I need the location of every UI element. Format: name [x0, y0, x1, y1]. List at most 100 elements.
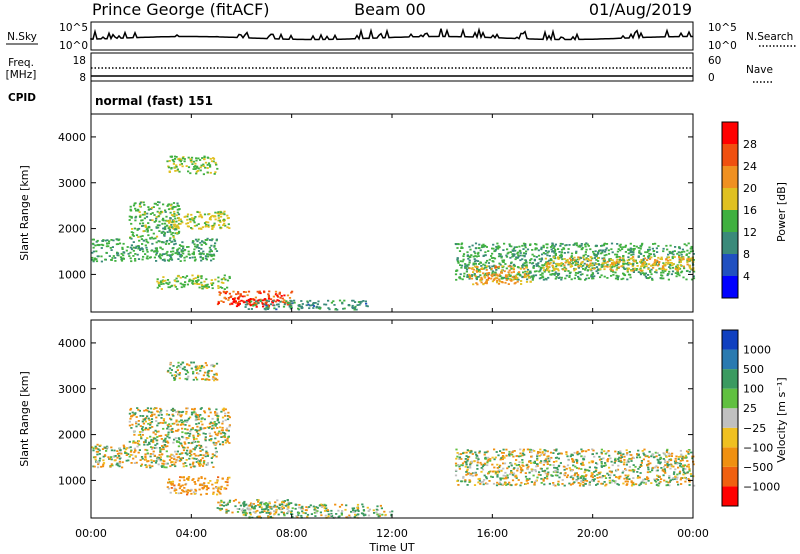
- heatmap-cell: [274, 511, 277, 514]
- heatmap-cell: [290, 302, 293, 305]
- heatmap-cell: [533, 259, 536, 262]
- heatmap-cell: [168, 222, 171, 224]
- heatmap-cell: [119, 256, 123, 259]
- heatmap-cell: [584, 478, 587, 480]
- heatmap-cell: [563, 473, 566, 476]
- heatmap-cell: [192, 280, 195, 283]
- heatmap-cell: [573, 260, 577, 263]
- heatmap-cell: [680, 483, 683, 485]
- heatmap-cell: [656, 474, 659, 477]
- heatmap-cell: [197, 461, 200, 464]
- heatmap-cell: [226, 503, 229, 506]
- heatmap-cell: [264, 308, 267, 311]
- heatmap-cell: [548, 482, 551, 485]
- heatmap-cell: [671, 270, 675, 273]
- heatmap-cell: [518, 245, 521, 248]
- heatmap-cell: [190, 453, 193, 456]
- heatmap-cell: [513, 263, 516, 266]
- heatmap-cell: [177, 361, 180, 364]
- heatmap-cell: [485, 482, 488, 485]
- heatmap-cell: [156, 430, 159, 433]
- heatmap-cell: [130, 427, 133, 429]
- heatmap-cell: [141, 225, 144, 227]
- heatmap-cell: [132, 457, 135, 460]
- heatmap-cell: [135, 461, 138, 464]
- heatmap-cell: [678, 267, 681, 269]
- heatmap-cell: [194, 376, 197, 379]
- heatmap-cell: [357, 301, 360, 303]
- heatmap-cell: [180, 363, 183, 366]
- heatmap-cell: [131, 454, 134, 456]
- heatmap-cell: [287, 511, 290, 513]
- heatmap-cell: [92, 246, 95, 249]
- heatmap-cell: [248, 508, 251, 511]
- heatmap-cell: [286, 512, 289, 515]
- heatmap-cell: [643, 266, 646, 269]
- heatmap-cell: [657, 460, 660, 463]
- heatmap-cell: [167, 242, 171, 245]
- heatmap-cell: [327, 299, 330, 302]
- heatmap-cell: [652, 243, 655, 245]
- heatmap-cell: [168, 229, 171, 232]
- heatmap-cell: [177, 227, 180, 230]
- heatmap-cell: [218, 487, 221, 490]
- heatmap-cell: [248, 303, 251, 306]
- heatmap-cell: [596, 268, 599, 271]
- heatmap-cell: [610, 274, 613, 277]
- heatmap-cell: [173, 243, 176, 246]
- heatmap-cell: [592, 449, 595, 452]
- heatmap-cell: [522, 452, 525, 455]
- heatmap-cell: [300, 307, 303, 310]
- heatmap-cell: [540, 454, 543, 456]
- heatmap-cell: [332, 300, 335, 303]
- heatmap-cell: [253, 301, 256, 304]
- heatmap-cell: [468, 479, 471, 482]
- heatmap-cell: [247, 290, 251, 293]
- heatmap-cell: [519, 471, 522, 474]
- heatmap-cell: [627, 474, 630, 477]
- heatmap-cell: [541, 253, 544, 256]
- heatmap-cell: [144, 464, 147, 466]
- heatmap-cell: [232, 298, 235, 300]
- heatmap-cell: [525, 479, 528, 482]
- heatmap-cell: [157, 430, 160, 433]
- heatmap-cell: [148, 419, 151, 421]
- heatmap-cell: [177, 258, 180, 260]
- heatmap-cell: [604, 464, 607, 467]
- heatmap-cell: [680, 453, 683, 456]
- heatmap-cell: [547, 267, 550, 270]
- heatmap-cell: [224, 224, 227, 227]
- heatmap-cell: [162, 230, 165, 233]
- heatmap-cell: [607, 474, 611, 476]
- heatmap-cell: [128, 219, 131, 221]
- heatmap-cell: [300, 514, 303, 517]
- heatmap-cell: [480, 277, 483, 280]
- heatmap-cell: [159, 210, 162, 213]
- heatmap-cell: [238, 303, 241, 305]
- heatmap-cell: [634, 260, 637, 263]
- heatmap-cell: [679, 449, 682, 452]
- heatmap-cell: [480, 246, 484, 249]
- heatmap-cell: [500, 255, 503, 258]
- heatmap-cell: [182, 465, 185, 468]
- heatmap-cell: [600, 245, 603, 247]
- heatmap-cell: [669, 464, 672, 467]
- heatmap-cell: [571, 483, 574, 485]
- heatmap-cell: [176, 169, 179, 172]
- heatmap-cell: [161, 241, 164, 244]
- heatmap-cell: [470, 450, 473, 453]
- heatmap-cell: [681, 258, 684, 261]
- heatmap-cell: [690, 451, 693, 454]
- heatmap-cell: [234, 301, 237, 304]
- heatmap-cell: [264, 301, 267, 304]
- heatmap-cell: [169, 362, 172, 365]
- heatmap-cell: [227, 429, 230, 432]
- heatmap-cell: [606, 472, 609, 475]
- heatmap-cell: [668, 481, 671, 483]
- heatmap-cell: [648, 263, 651, 266]
- heatmap-cell: [193, 225, 196, 227]
- heatmap-cell: [155, 260, 158, 262]
- heatmap-cell: [132, 249, 135, 252]
- heatmap-cell: [680, 465, 683, 468]
- heatmap-cell: [214, 447, 217, 450]
